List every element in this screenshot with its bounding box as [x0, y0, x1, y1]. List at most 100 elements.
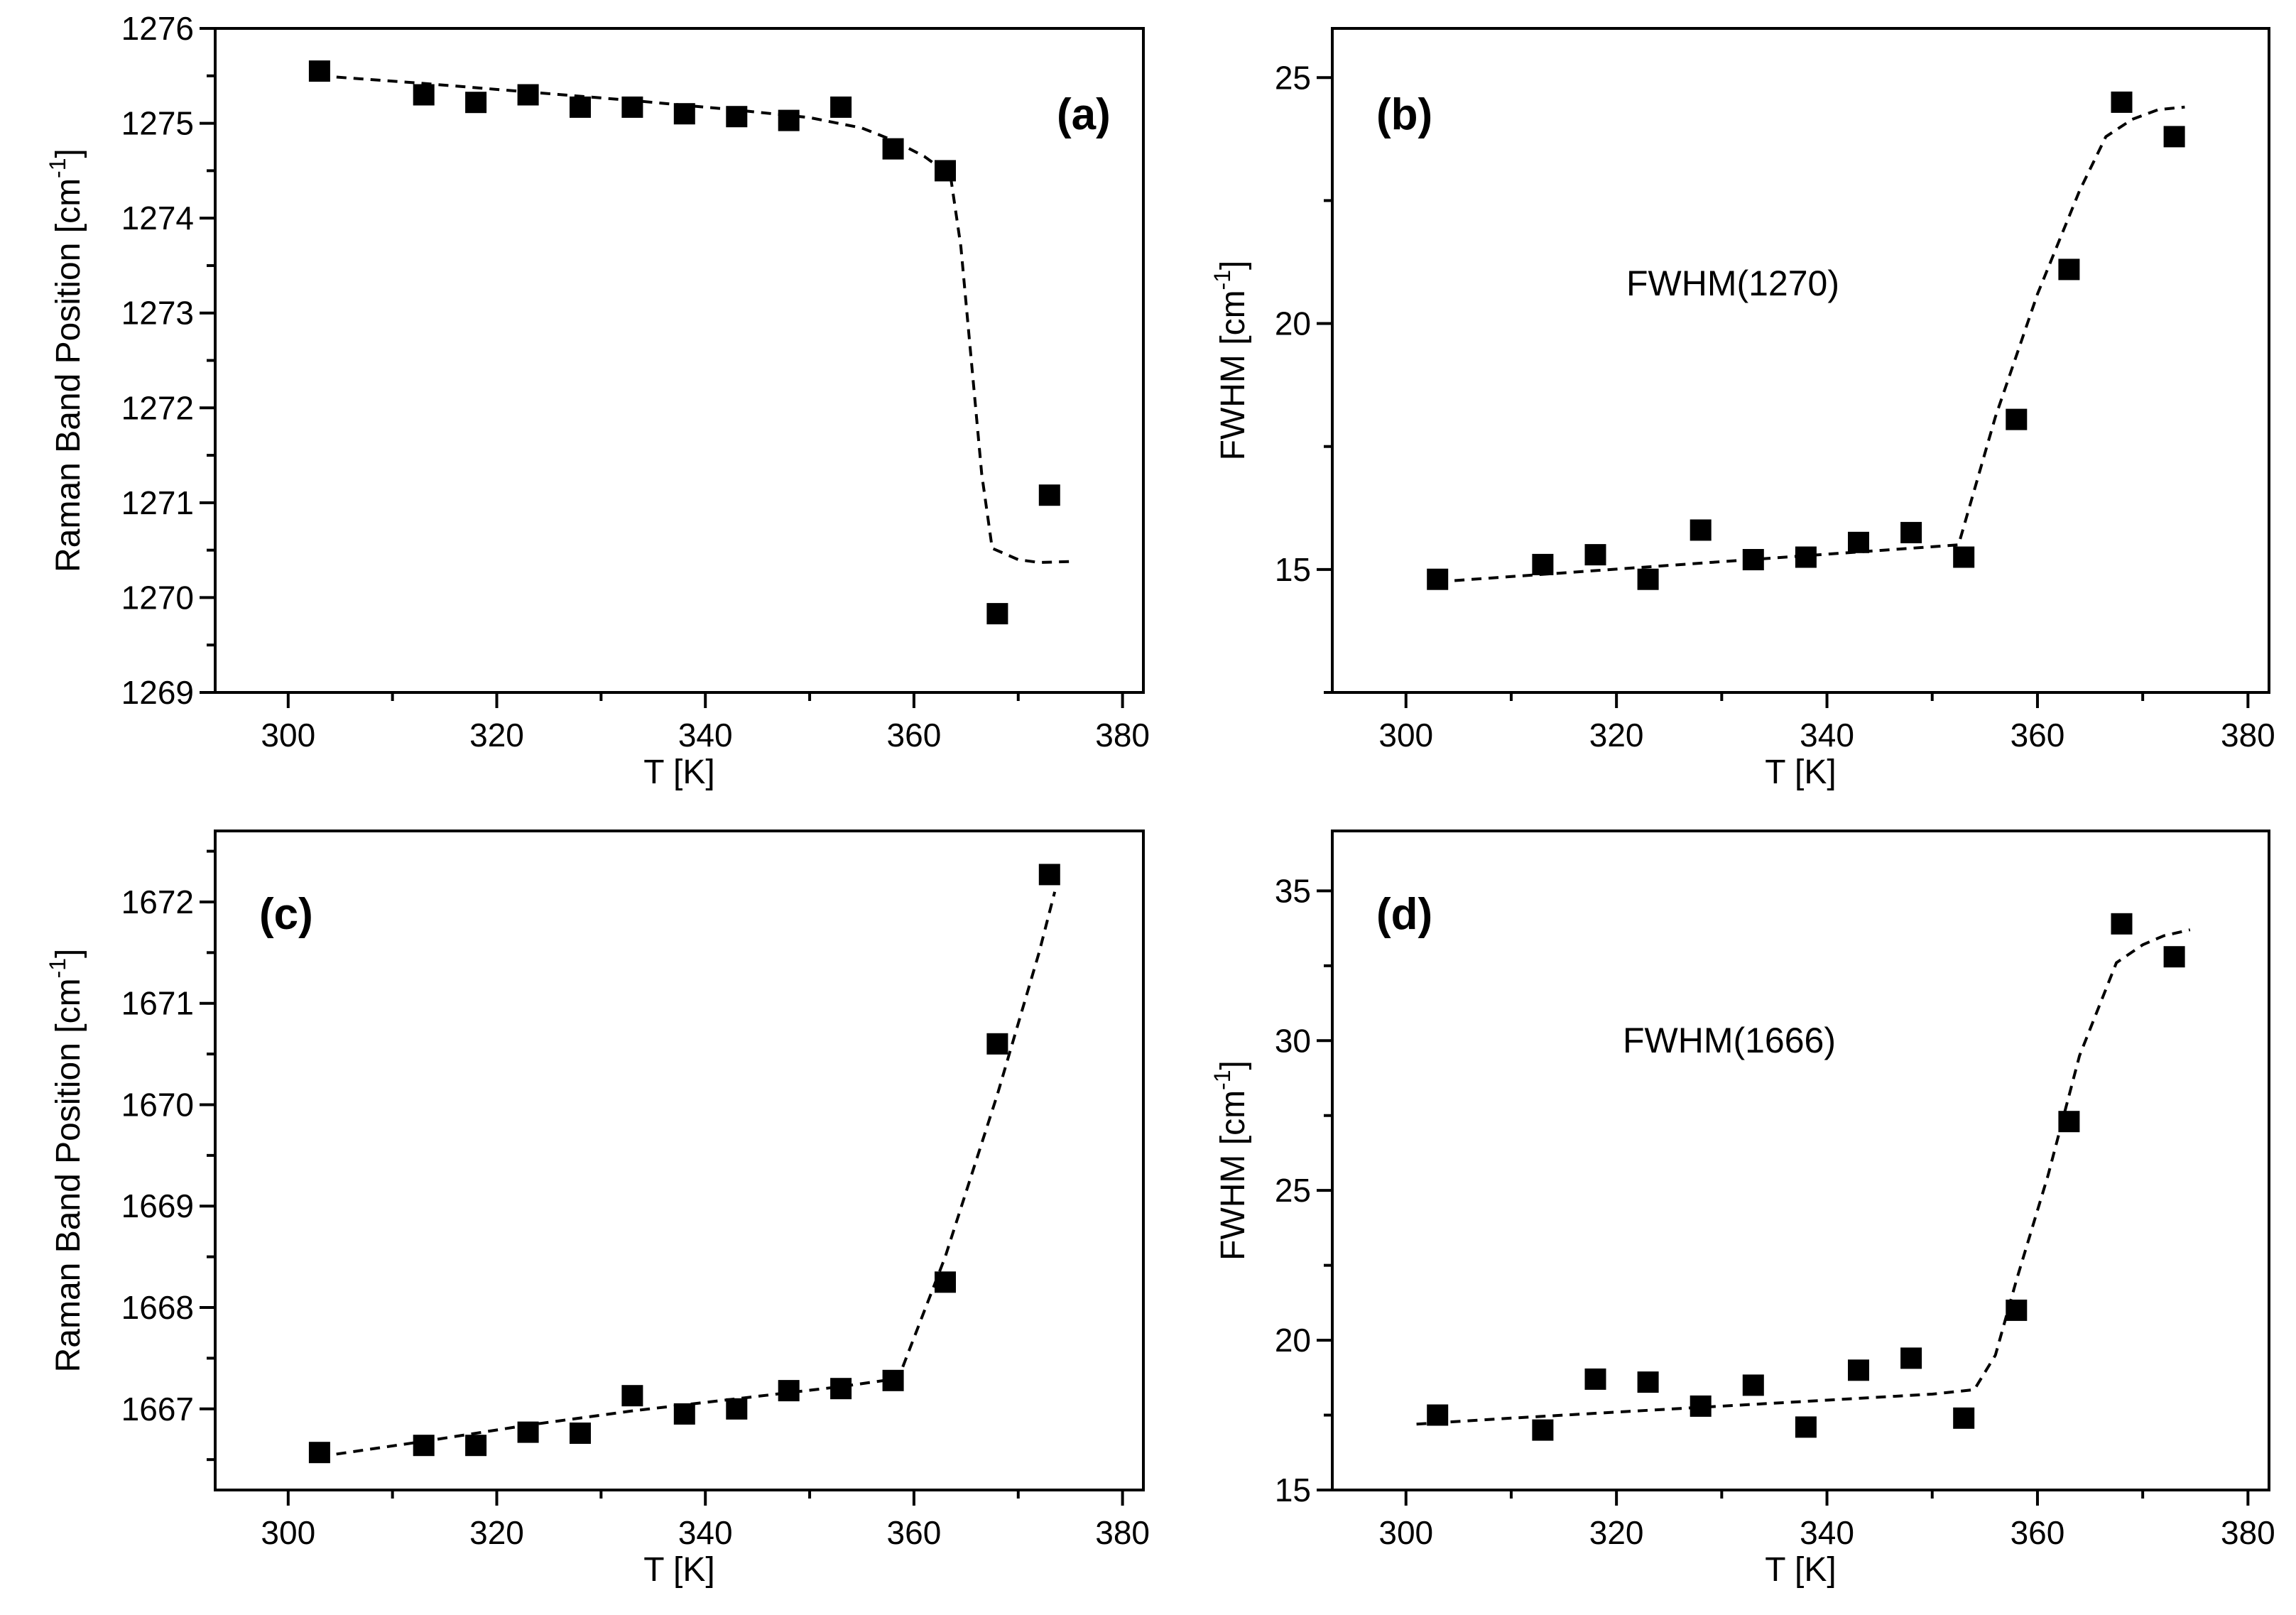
panel-c-y-tick-labels: 1667 1668 1669 1670 1671 1672: [121, 883, 194, 1428]
panel-b-data-point: [1532, 553, 1554, 575]
panel-d-y-tick-label: 35: [1275, 872, 1311, 909]
panel-d-x-axis-title: T [K]: [1765, 1551, 1836, 1589]
panel-a-y-tick-label: 1272: [121, 389, 194, 426]
panel-b-ticks: [1317, 76, 2250, 708]
panel-b-data-point: [2163, 126, 2185, 148]
panel-d-y-axis-title: FWHM [cm-1]: [1209, 1060, 1252, 1261]
panel-b-x-tick-label: 380: [2221, 717, 2275, 754]
panel-a-data-point: [935, 160, 956, 182]
panel-b-data-point: [1900, 521, 1922, 543]
panel-c-data-points: [308, 864, 1060, 1464]
panel-c-x-tick-labels: 300 320 340 360 380: [261, 1514, 1150, 1551]
panel-d-data-point: [1584, 1368, 1606, 1390]
panel-a-data-point: [830, 96, 852, 118]
panel-a-x-tick-label: 380: [1095, 717, 1150, 754]
panel-d-data-point: [2006, 1299, 2028, 1321]
panel-c-fit-line: [319, 891, 1057, 1458]
panel-b-y-tick-labels: 15 20 25: [1275, 59, 1311, 588]
panel-a-x-tick-labels: 300 320 340 360 380: [261, 717, 1150, 754]
panel-d-x-tick-label: 360: [2011, 1514, 2065, 1551]
panel-c-data-point: [308, 1442, 330, 1464]
panel-a-y-tick-label: 1274: [121, 200, 194, 236]
panel-c-data-point: [413, 1435, 435, 1457]
panel-a-y-tick-label: 1273: [121, 295, 194, 332]
panel-a-data-point: [465, 92, 487, 114]
panel-b-y-tick-label: 20: [1275, 305, 1311, 342]
panel-c-data-point: [935, 1271, 956, 1293]
panel-b-data-point: [1953, 546, 1975, 568]
panel-c-y-tick-label: 1667: [121, 1391, 194, 1428]
panel-a-x-tick-label: 300: [261, 717, 315, 754]
panel-c-data-point: [986, 1033, 1008, 1055]
panel-c-x-axis-title: T [K]: [643, 1551, 714, 1589]
panel-b-y-title-sup: -1: [1209, 270, 1235, 290]
panel-a-y-axis-title: Raman Band Position [cm-1]: [45, 148, 87, 572]
panel-a-y-tick-label: 1275: [121, 105, 194, 142]
panel-c-label: (c): [259, 890, 313, 939]
panel-a-data-points: [308, 60, 1060, 625]
panel-d-data-point: [1742, 1374, 1764, 1396]
panel-a-data-point: [986, 603, 1008, 625]
panel-a-x-axis-title: T [K]: [643, 754, 714, 791]
panel-b: 300 320 340 360 380 15 20 25 (b) FWHM(1270) T …: [1209, 27, 2275, 791]
panel-a-ticks: [200, 27, 1124, 708]
panel-d-data-points: [1427, 913, 2185, 1441]
panel-c-y-tick-label: 1669: [121, 1187, 194, 1224]
panel-d-data-point: [1900, 1347, 1922, 1369]
panel-a-data-point: [413, 84, 435, 106]
panel-b-x-tick-label: 300: [1378, 717, 1433, 754]
panel-c-x-tick-label: 320: [469, 1514, 524, 1551]
panel-d-x-tick-label: 320: [1589, 1514, 1644, 1551]
panel-d-plot-frame: [1331, 830, 2270, 1491]
panel-d-y-title-main: FWHM [cm: [1214, 1090, 1252, 1261]
panel-c-data-point: [673, 1403, 695, 1425]
panel-d-y-tick-label: 30: [1275, 1022, 1311, 1059]
panel-b-data-point: [1427, 568, 1449, 590]
panel-a-y-tick-label: 1271: [121, 484, 194, 521]
panel-a-y-title-close: ]: [50, 148, 87, 158]
panel-a-data-point: [517, 84, 539, 106]
panel-d-x-tick-labels: 300 320 340 360 380: [1378, 1514, 2275, 1551]
panel-d-fit-line: [1416, 928, 2191, 1426]
panel-a-data-point: [882, 138, 904, 160]
panel-b-data-point: [2058, 259, 2080, 281]
panel-b-label: (b): [1376, 90, 1432, 139]
panel-c-ticks: [200, 849, 1124, 1506]
panel-c-x-tick-label: 300: [261, 1514, 315, 1551]
panel-d-data-point: [1637, 1371, 1659, 1393]
panel-b-data-point: [1690, 519, 1712, 541]
panel-d-y-tick-labels: 15 20 25 30 35: [1275, 872, 1311, 1508]
panel-c-x-tick-label: 360: [887, 1514, 942, 1551]
panel-d-annotation: FWHM(1666): [1623, 1021, 1836, 1060]
panel-d-data-point: [2058, 1111, 2080, 1133]
panel-d-data-point: [1427, 1404, 1449, 1426]
panel-d-data-point: [2163, 946, 2185, 968]
panel-b-y-title-main: FWHM [cm: [1214, 290, 1252, 460]
panel-d-y-tick-label: 25: [1275, 1172, 1311, 1209]
panel-c-y-title-sup: -1: [45, 958, 70, 978]
panel-c-y-tick-label: 1671: [121, 985, 194, 1022]
panel-b-plot-frame: [1331, 27, 2270, 694]
panel-b-fit-line: [1437, 105, 2185, 584]
panel-d-data-point: [1953, 1407, 1975, 1429]
panel-d-data-point: [1690, 1395, 1712, 1417]
panel-a-data-point: [570, 96, 591, 118]
panel-d-y-title-sup: -1: [1209, 1070, 1235, 1089]
panel-a-y-tick-labels: 1269 1270 1271 1272 1273 1274 1275 1276: [121, 10, 194, 711]
panel-a-y-tick-label: 1269: [121, 674, 194, 711]
panel-c-plot-frame: [214, 830, 1145, 1491]
panel-a-data-point: [778, 109, 800, 131]
panel-a-x-tick-label: 360: [887, 717, 942, 754]
panel-b-x-tick-label: 340: [1800, 717, 1854, 754]
panel-a-y-tick-label: 1270: [121, 579, 194, 616]
panel-b-data-point: [2111, 91, 2133, 113]
panel-c-y-title-main: Raman Band Position [cm: [50, 978, 87, 1372]
panel-a-label: (a): [1057, 90, 1111, 139]
panel-c-y-title-close: ]: [50, 949, 87, 958]
panel-d-y-tick-label: 20: [1275, 1322, 1311, 1359]
panel-c-data-point: [621, 1385, 643, 1407]
panel-d-x-tick-label: 300: [1378, 1514, 1433, 1551]
panel-b-y-tick-label: 15: [1275, 551, 1311, 588]
panel-d-x-tick-label: 340: [1800, 1514, 1854, 1551]
